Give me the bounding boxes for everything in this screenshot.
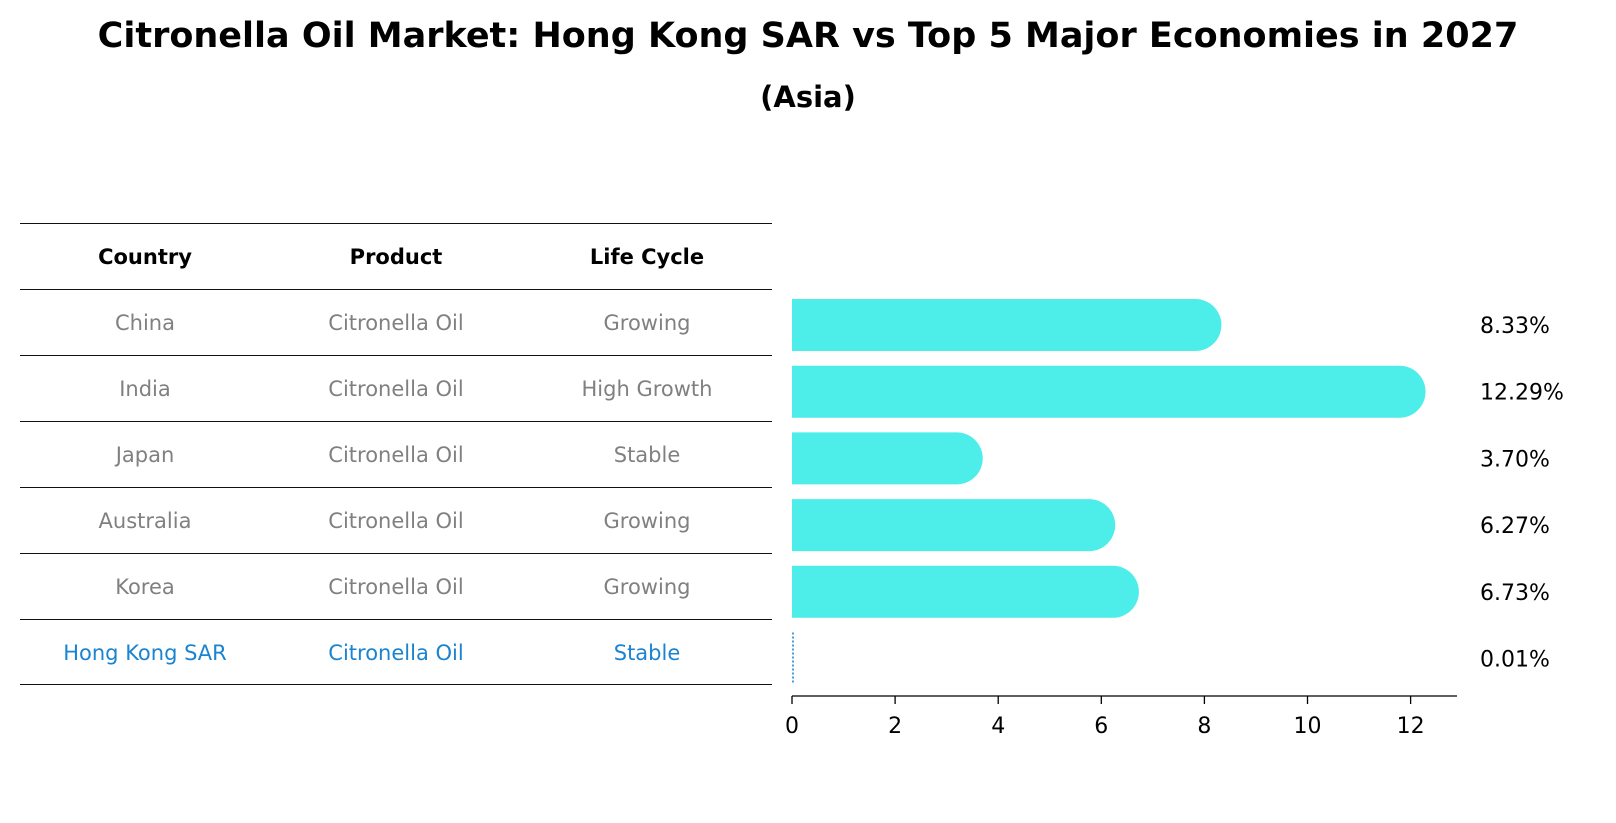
cell-product: Citronella Oil <box>328 443 464 467</box>
bar-value-label: 0.01% <box>1480 648 1550 673</box>
cell-country: Australia <box>98 509 192 533</box>
bar-value-label: 6.27% <box>1480 514 1550 539</box>
column-header-life-cycle: Life Cycle <box>589 245 705 269</box>
column-header-product: Product <box>349 245 443 269</box>
cell-life-cycle: Growing <box>603 311 691 335</box>
x-tick-label: 12 <box>1397 714 1425 739</box>
table-row-highlighted: Hong Kong SAR Citronella Oil Stable <box>20 619 772 685</box>
bar-value-label: 3.70% <box>1480 447 1550 472</box>
cell-product: Citronella Oil <box>328 311 464 335</box>
cell-product: Citronella Oil <box>328 509 464 533</box>
cell-product: Citronella Oil <box>328 575 464 599</box>
x-tick-label: 10 <box>1294 714 1322 739</box>
table-row: India Citronella Oil High Growth <box>20 355 772 421</box>
table-row: China Citronella Oil Growing <box>20 289 772 355</box>
bar-chart: 8.33% 12.29% 3.70% 6.27% 6.73% 0.01% 0 2 4 6 8 10 12 <box>785 299 1564 739</box>
x-tick-label: 2 <box>888 714 902 739</box>
cell-country: Japan <box>115 443 175 467</box>
bar <box>792 299 1222 351</box>
x-tick-label: 4 <box>991 714 1005 739</box>
column-header-country: Country <box>98 245 192 269</box>
x-tick-label: 6 <box>1094 714 1108 739</box>
chart-subtitle: (Asia) <box>760 80 856 114</box>
bar <box>792 432 983 485</box>
table-row: Korea Citronella Oil Growing <box>20 553 772 619</box>
x-tick-label: 0 <box>785 714 799 739</box>
bar-value-label: 12.29% <box>1480 381 1564 406</box>
cell-life-cycle: Stable <box>613 443 681 467</box>
bar <box>792 365 1426 418</box>
bar <box>792 499 1116 552</box>
bar-value-label: 6.73% <box>1480 581 1550 606</box>
table-header-row: Country Product Life Cycle <box>20 223 772 289</box>
table-row: Japan Citronella Oil Stable <box>20 421 772 487</box>
cell-country: China <box>115 311 175 335</box>
cell-life-cycle: High Growth <box>581 377 713 401</box>
bar <box>792 565 1139 618</box>
data-table: Country Product Life Cycle China Citrone… <box>20 223 772 685</box>
cell-country: India <box>119 377 171 401</box>
table-row: Australia Citronella Oil Growing <box>20 487 772 553</box>
cell-life-cycle: Growing <box>603 509 691 533</box>
bar-value-label: 8.33% <box>1480 314 1550 339</box>
cell-country: Hong Kong SAR <box>63 641 227 665</box>
cell-life-cycle: Stable <box>613 641 681 665</box>
cell-life-cycle: Growing <box>603 575 691 599</box>
cell-product: Citronella Oil <box>328 377 464 401</box>
cell-product: Citronella Oil <box>328 641 464 665</box>
cell-country: Korea <box>115 575 175 599</box>
chart-title: Citronella Oil Market: Hong Kong SAR vs … <box>97 16 1519 56</box>
x-tick-label: 8 <box>1197 714 1211 739</box>
